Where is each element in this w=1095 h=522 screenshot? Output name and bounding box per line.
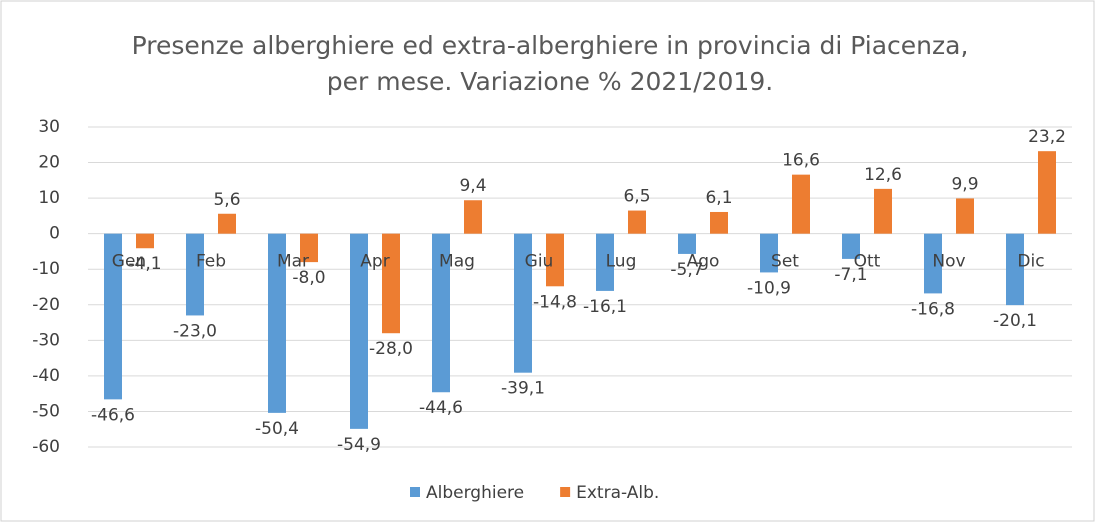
bar: [186, 233, 204, 316]
data-label: -28,0: [369, 339, 413, 359]
x-tick-label: Lug: [606, 252, 637, 272]
bar: [760, 233, 778, 273]
data-label: -39,1: [501, 379, 545, 399]
data-label: 6,5: [623, 187, 650, 207]
data-label: -16,1: [583, 297, 627, 317]
y-tick-label: -40: [32, 366, 60, 386]
x-tick-label: Set: [771, 252, 799, 272]
x-tick-label: Mar: [277, 252, 309, 272]
bar: [710, 211, 728, 234]
data-label: -46,6: [91, 405, 135, 425]
bar: [218, 213, 236, 234]
data-label: -16,8: [911, 299, 955, 319]
bar: [350, 233, 368, 429]
data-label: -10,9: [747, 278, 791, 298]
x-tick-label: Apr: [360, 252, 389, 272]
legend-swatch: [560, 487, 571, 497]
data-label: -54,9: [337, 435, 381, 455]
bar: [136, 233, 154, 249]
bar: [628, 210, 646, 234]
bar: [842, 233, 860, 259]
y-tick-label: 20: [38, 153, 60, 173]
data-label: 9,9: [951, 174, 978, 194]
y-tick-label: 30: [38, 117, 60, 137]
x-tick-label: Nov: [932, 252, 965, 272]
bar: [874, 188, 892, 234]
bar: [596, 233, 614, 291]
data-label: -50,4: [255, 419, 299, 439]
bar: [104, 233, 122, 400]
data-label: -14,8: [533, 292, 577, 312]
bar: [432, 233, 450, 393]
data-label: -44,6: [419, 398, 463, 418]
bar: [1038, 151, 1056, 234]
x-tick-label: Mag: [439, 252, 475, 272]
bar: [678, 233, 696, 254]
data-label: -8,0: [292, 268, 325, 288]
x-tick-label: Ago: [687, 252, 720, 272]
data-label: 12,6: [864, 165, 902, 185]
y-tick-label: -10: [32, 259, 60, 279]
y-tick-label: -60: [32, 437, 60, 457]
x-tick-label: Dic: [1017, 252, 1044, 272]
x-tick-label: Giu: [525, 252, 554, 272]
data-label: -7,1: [834, 265, 867, 285]
bar: [956, 198, 974, 234]
y-tick-label: 10: [38, 188, 60, 208]
chart-title: Presenze alberghiere ed extra-alberghier…: [131, 31, 969, 96]
bar: [300, 233, 318, 263]
bar: [924, 233, 942, 294]
data-label: 16,6: [782, 151, 820, 171]
bar: [382, 233, 400, 334]
bar: [546, 233, 564, 287]
data-label: 9,4: [459, 176, 486, 196]
x-tick-label: Ott: [854, 252, 881, 272]
data-label: -5,7: [670, 260, 703, 280]
x-tick-label: Feb: [196, 252, 226, 272]
y-tick-label: -20: [32, 295, 60, 315]
y-tick-label: -30: [32, 330, 60, 350]
data-label: -4,1: [128, 254, 161, 274]
data-label: -20,1: [993, 311, 1037, 331]
data-label: -23,0: [173, 321, 217, 341]
bar: [792, 174, 810, 234]
bar: [268, 233, 286, 413]
data-label: 23,2: [1028, 127, 1066, 147]
legend-label: Extra-Alb.: [576, 483, 659, 503]
bar: [514, 233, 532, 373]
bar: [464, 200, 482, 234]
data-label: 5,6: [213, 190, 240, 210]
legend-label: Alberghiere: [426, 483, 524, 503]
y-tick-label: -50: [32, 401, 60, 421]
y-tick-label: 0: [49, 224, 60, 244]
x-tick-label: Gen: [112, 252, 146, 272]
legend-swatch: [410, 487, 420, 497]
bar: [1006, 233, 1024, 306]
data-label: 6,1: [705, 188, 732, 208]
